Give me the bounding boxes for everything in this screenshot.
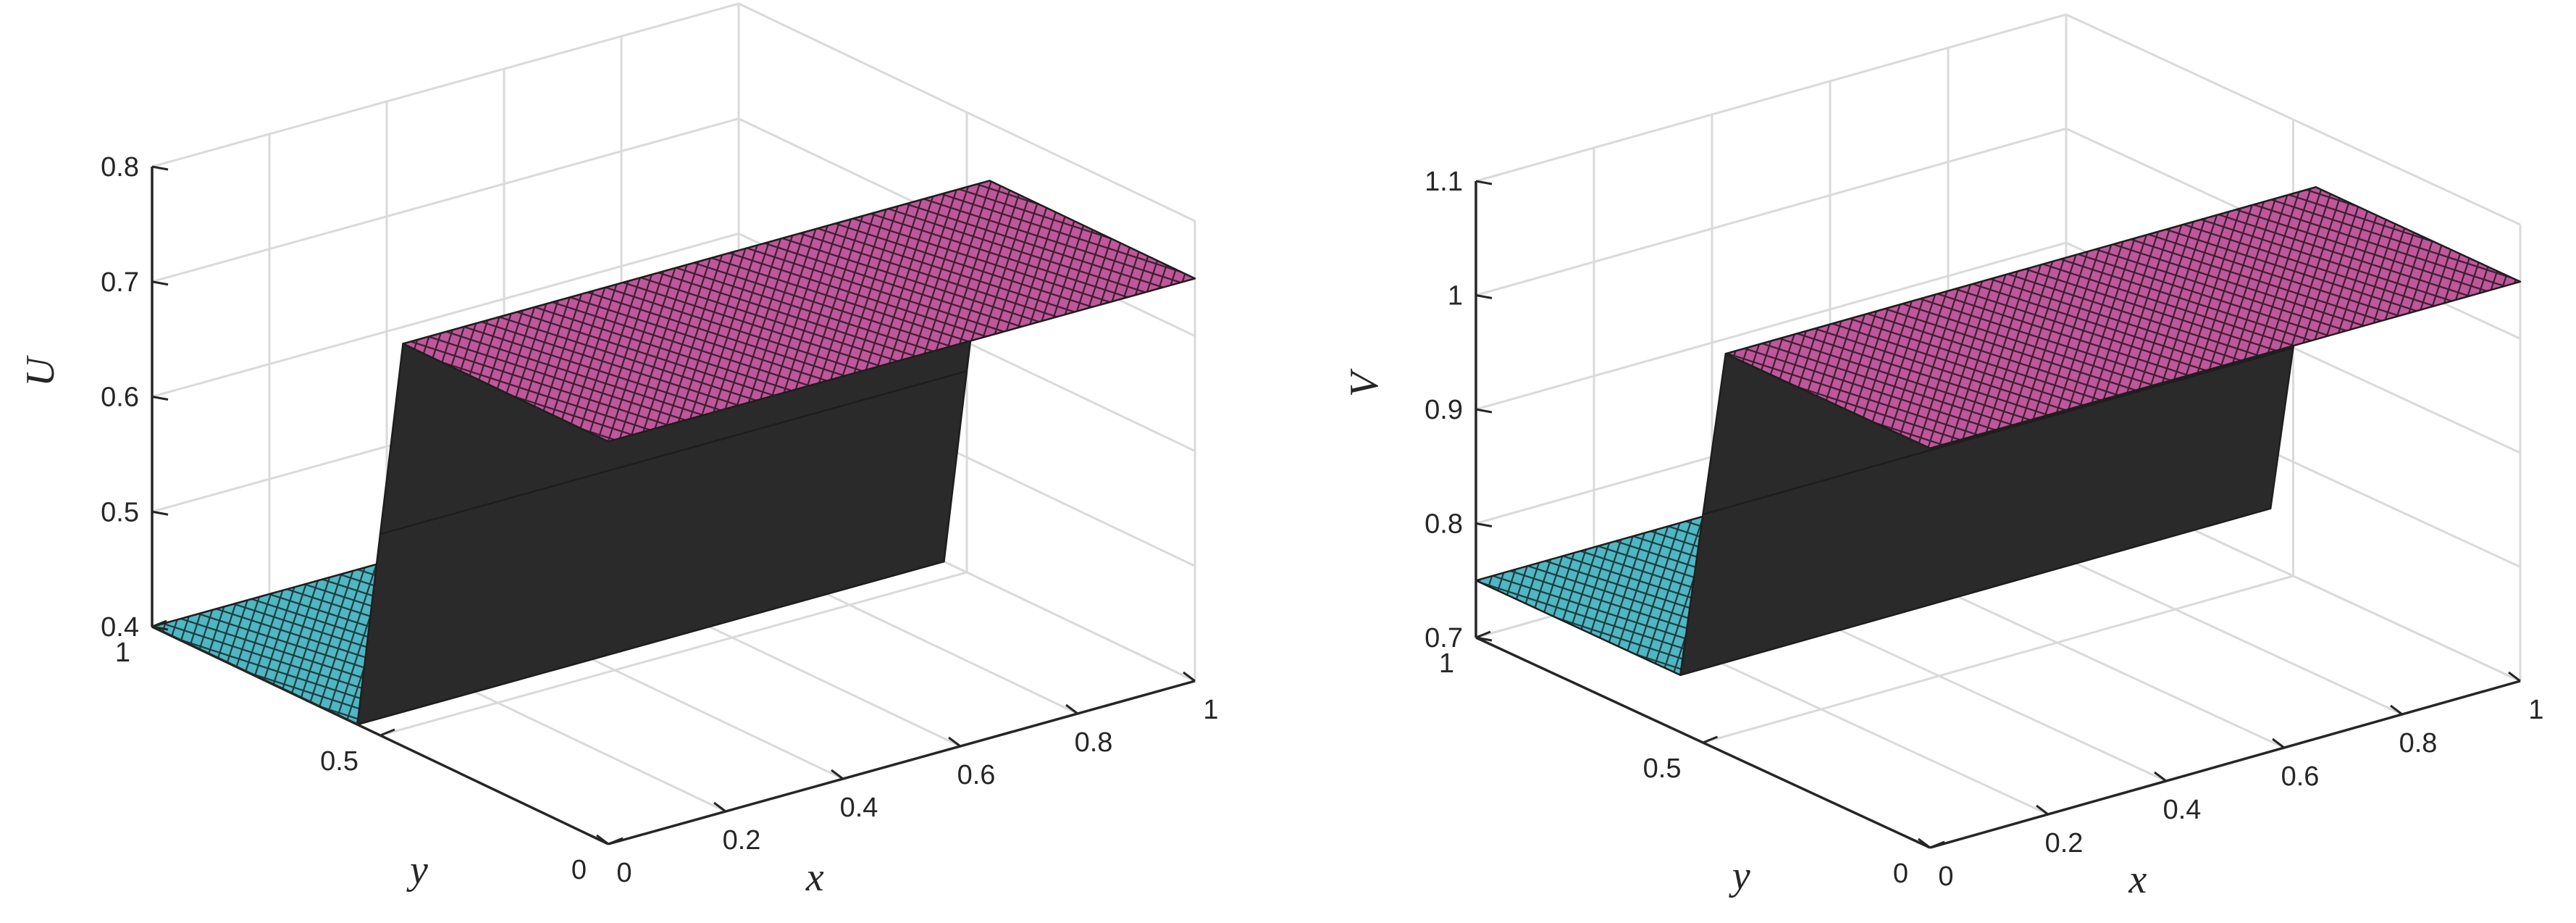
grid-line (1703, 575, 2294, 744)
grid-line (1475, 128, 2067, 296)
surface-patch (402, 180, 1196, 443)
surface-plot-U: 0.4 0.5 0.6 0.7 0.8 0 0.5 1 0 0.2 0.4 0.6 0.8 1 Uy x (18, 2, 1219, 900)
z-tick (1475, 636, 1493, 642)
y-tick-label: 0.5 (320, 746, 358, 777)
grid-line (151, 117, 739, 283)
z-axis-label: V (1342, 368, 1387, 397)
z-tick-label: 0.9 (1425, 395, 1463, 425)
y-tick (1475, 630, 1491, 639)
z-axis-label: U (18, 355, 63, 387)
z-tick (151, 396, 169, 401)
x-tick (1918, 838, 1931, 849)
x-tick-label: 0.4 (840, 793, 878, 823)
y-axis-label: y (1729, 853, 1750, 898)
x-axis-label: x (805, 855, 824, 900)
surface (1474, 186, 2522, 677)
z-tick (151, 625, 169, 631)
axes: 0.7 0.8 0.9 1 1.1 0 0.5 1 0 0.2 0.4 0.6 0.8 1 Vy x (1342, 167, 2544, 902)
z-tick (1475, 408, 1493, 414)
z-tick-label: 1.1 (1425, 167, 1463, 197)
z-tick-label: 0.5 (101, 497, 139, 527)
x-tick (948, 736, 961, 748)
z-tick (1475, 180, 1493, 185)
x-tick-label: 0 (616, 858, 632, 888)
x-axis-label: x (2128, 857, 2147, 902)
z-tick (151, 280, 169, 286)
z-tick (1475, 522, 1493, 527)
y-tick (608, 837, 624, 845)
x-tick-label: 0 (1938, 861, 1953, 892)
x-tick (2508, 671, 2521, 682)
z-tick-label: 0.7 (1425, 623, 1463, 653)
x-tick (2390, 704, 2403, 716)
x-tick (2036, 804, 2049, 816)
y-tick (1702, 735, 1719, 744)
surface-patch (1724, 186, 2522, 450)
axes: 0.4 0.5 0.6 0.7 0.8 0 0.5 1 0 0.2 0.4 0.6 0.8 1 Uy x (18, 152, 1219, 900)
y-tick-label: 1 (1439, 648, 1454, 679)
x-tick-label: 1 (1203, 695, 1218, 725)
z-tick-label: 0.8 (1425, 509, 1463, 540)
z-tick-label: 0.7 (101, 267, 139, 298)
y-axis-label: y (406, 848, 428, 893)
y-tick-label: 1 (115, 638, 130, 668)
x-tick-label: 0.8 (2399, 728, 2438, 759)
x-tick (1183, 671, 1196, 682)
z-tick (1475, 294, 1493, 299)
z-tick-label: 1 (1448, 281, 1463, 312)
x-tick (713, 801, 726, 813)
x-tick-label: 0.2 (2045, 828, 2084, 859)
x-tick-label: 0.8 (1075, 727, 1113, 758)
x-tick (1065, 703, 1078, 715)
x-axis (1929, 680, 2521, 849)
grid-line (1475, 13, 2067, 183)
x-tick (2272, 738, 2285, 749)
x-tick-label: 1 (2528, 695, 2543, 725)
grid-line (151, 233, 739, 398)
x-tick-label: 0.6 (957, 760, 996, 790)
x-axis (608, 680, 1196, 845)
y-tick (151, 619, 167, 628)
x-tick (2154, 771, 2167, 782)
grid-line (379, 571, 968, 737)
x-tick (596, 834, 609, 845)
x-tick-label: 0.4 (2163, 795, 2202, 825)
x-tick (831, 769, 844, 780)
z-tick (151, 510, 169, 516)
y-tick-label: 0 (571, 855, 587, 885)
z-tick (151, 165, 169, 171)
y-tick-label: 0 (1893, 859, 1908, 889)
z-tick-label: 0.4 (101, 612, 139, 643)
grid-line (1475, 241, 2067, 411)
y-tick-label: 0.5 (1643, 753, 1682, 784)
z-tick-label: 0.6 (101, 383, 139, 413)
surface-plot-V: 0.7 0.8 0.9 1 1.1 0 0.5 1 0 0.2 0.4 0.6 0.8 1 Vy x (1342, 13, 2544, 902)
x-tick-label: 0.6 (2281, 761, 2320, 792)
y-tick (1929, 840, 1945, 849)
z-tick-label: 0.8 (101, 152, 139, 183)
grid-line (151, 2, 739, 168)
y-tick (379, 728, 395, 737)
x-tick-label: 0.2 (723, 825, 761, 856)
surface (151, 180, 1196, 726)
